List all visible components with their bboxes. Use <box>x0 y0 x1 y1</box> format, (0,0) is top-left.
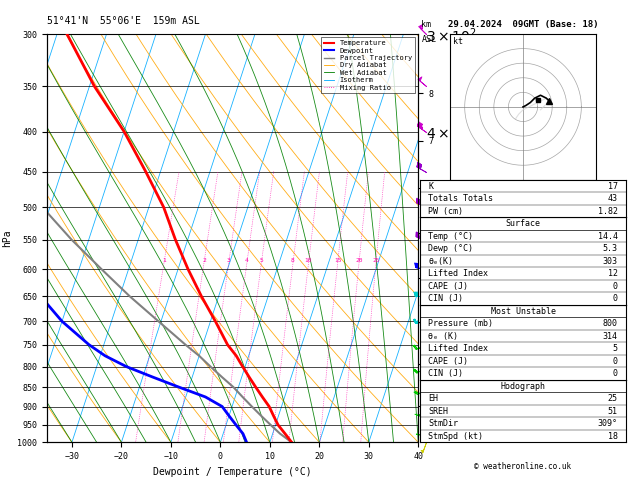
Y-axis label: Mixing Ratio (g/kg): Mixing Ratio (g/kg) <box>516 191 525 286</box>
Text: 25: 25 <box>372 259 380 263</box>
Text: Most Unstable: Most Unstable <box>491 307 555 315</box>
Text: 17: 17 <box>608 182 618 191</box>
Text: 8: 8 <box>291 259 295 263</box>
Text: 29.04.2024  09GMT (Base: 18): 29.04.2024 09GMT (Base: 18) <box>448 20 598 29</box>
Text: CIN (J): CIN (J) <box>428 294 464 303</box>
Text: Totals Totals: Totals Totals <box>428 194 493 203</box>
Text: 18: 18 <box>608 432 618 440</box>
Text: EH: EH <box>428 394 438 403</box>
Text: PW (cm): PW (cm) <box>428 207 464 216</box>
Text: 2: 2 <box>202 259 206 263</box>
Text: Dewp (°C): Dewp (°C) <box>428 244 474 253</box>
Text: θₑ(K): θₑ(K) <box>428 257 454 265</box>
Text: CIN (J): CIN (J) <box>428 369 464 378</box>
Text: 4: 4 <box>245 259 248 263</box>
Text: 15: 15 <box>334 259 342 263</box>
Text: 1.82: 1.82 <box>598 207 618 216</box>
Text: 12: 12 <box>608 269 618 278</box>
X-axis label: Dewpoint / Temperature (°C): Dewpoint / Temperature (°C) <box>153 467 312 477</box>
Y-axis label: hPa: hPa <box>2 229 12 247</box>
Text: 800: 800 <box>603 319 618 328</box>
Text: 25: 25 <box>608 394 618 403</box>
Text: 20: 20 <box>355 259 363 263</box>
Text: 5.3: 5.3 <box>603 244 618 253</box>
Text: 0: 0 <box>613 357 618 365</box>
Text: 51°41'N  55°06'E  159m ASL: 51°41'N 55°06'E 159m ASL <box>47 16 200 26</box>
Text: Temp (°C): Temp (°C) <box>428 231 474 241</box>
Text: Pressure (mb): Pressure (mb) <box>428 319 493 328</box>
Text: 5: 5 <box>259 259 263 263</box>
Text: 3: 3 <box>227 259 230 263</box>
Text: ASL: ASL <box>421 35 437 44</box>
Text: Surface: Surface <box>506 219 540 228</box>
Text: 14.4: 14.4 <box>598 231 618 241</box>
Text: 0: 0 <box>613 369 618 378</box>
Text: 43: 43 <box>608 194 618 203</box>
Text: CAPE (J): CAPE (J) <box>428 281 469 291</box>
Text: LCL: LCL <box>420 391 433 399</box>
Text: 10: 10 <box>304 259 312 263</box>
Text: km: km <box>421 20 431 29</box>
Text: Hodograph: Hodograph <box>501 382 545 391</box>
Text: StmSpd (kt): StmSpd (kt) <box>428 432 484 440</box>
Text: Lifted Index: Lifted Index <box>428 269 488 278</box>
Text: Lifted Index: Lifted Index <box>428 344 488 353</box>
Legend: Temperature, Dewpoint, Parcel Trajectory, Dry Adiabat, Wet Adiabat, Isotherm, Mi: Temperature, Dewpoint, Parcel Trajectory… <box>321 37 415 93</box>
Text: 0: 0 <box>613 294 618 303</box>
Text: 314: 314 <box>603 331 618 341</box>
Text: kt: kt <box>453 37 463 46</box>
Text: 303: 303 <box>603 257 618 265</box>
Text: 51: 51 <box>608 406 618 416</box>
Text: 5: 5 <box>613 344 618 353</box>
Text: 1: 1 <box>162 259 166 263</box>
Text: 309°: 309° <box>598 419 618 428</box>
Text: θₑ (K): θₑ (K) <box>428 331 459 341</box>
Text: 0: 0 <box>613 281 618 291</box>
Text: StmDir: StmDir <box>428 419 459 428</box>
Text: © weatheronline.co.uk: © weatheronline.co.uk <box>474 462 572 471</box>
Text: CAPE (J): CAPE (J) <box>428 357 469 365</box>
Text: K: K <box>428 182 433 191</box>
Text: SREH: SREH <box>428 406 448 416</box>
